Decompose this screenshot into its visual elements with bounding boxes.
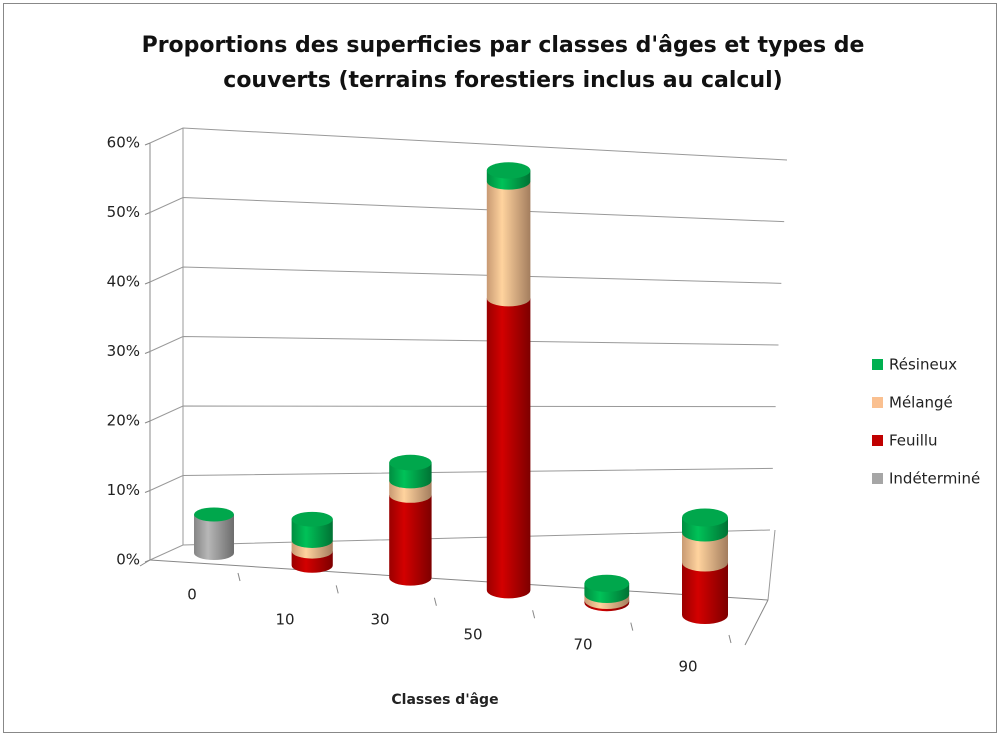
y-tick xyxy=(144,490,151,493)
legend-swatch xyxy=(872,359,883,370)
y-tick xyxy=(144,281,151,285)
legend-label: Résineux xyxy=(889,356,957,374)
y-tick xyxy=(144,212,151,215)
x-tick-label: 0 xyxy=(187,586,197,604)
bar-cap xyxy=(682,508,728,527)
y-tick xyxy=(144,351,151,354)
x-tick-label: 30 xyxy=(370,611,389,629)
y-tick xyxy=(144,420,151,424)
bar-segment xyxy=(291,519,333,548)
y-tick xyxy=(144,142,151,146)
x-tick-label: 70 xyxy=(573,636,592,654)
bar-segment xyxy=(389,495,432,586)
bar-cap xyxy=(291,511,333,527)
chart-title: Proportions des superficies par classes … xyxy=(141,33,865,93)
grid-line xyxy=(149,266,782,284)
grid-line xyxy=(149,335,779,352)
bar-cap xyxy=(194,507,234,522)
bar-cap xyxy=(584,574,630,592)
bar-segment xyxy=(682,532,728,572)
floor-edge xyxy=(149,559,769,601)
y-tick-label: 20% xyxy=(107,412,140,430)
legend-swatch xyxy=(872,397,883,408)
y-tick-label: 30% xyxy=(107,342,140,360)
y-tick-label: 40% xyxy=(107,273,140,291)
x-tick xyxy=(433,597,437,606)
x-tick xyxy=(532,610,536,619)
x-tick xyxy=(237,572,241,582)
floor-edge xyxy=(139,559,151,567)
grid-line xyxy=(149,127,788,161)
grid-line xyxy=(149,405,776,422)
x-tick xyxy=(728,634,732,644)
legend-swatch xyxy=(872,435,883,446)
grid-line xyxy=(149,467,773,491)
x-tick-label: 50 xyxy=(463,626,482,644)
x-tick-label: 90 xyxy=(678,658,697,676)
y-tick-label: 60% xyxy=(107,134,140,152)
legend-label: Indéterminé xyxy=(889,470,980,488)
grid-line xyxy=(149,529,771,561)
bar-segment xyxy=(486,298,531,599)
bar-segment xyxy=(194,514,234,560)
legend-label: Feuillu xyxy=(889,432,938,450)
x-tick-label: 10 xyxy=(275,611,294,629)
grid-line xyxy=(149,196,785,223)
x-tick xyxy=(335,585,339,594)
floor-edge xyxy=(767,529,776,601)
y-tick-label: 0% xyxy=(116,551,140,569)
bar-cap xyxy=(486,162,531,179)
x-tick xyxy=(630,622,634,631)
bar-cap xyxy=(389,454,432,471)
y-tick-label: 50% xyxy=(107,203,140,221)
floor-edge xyxy=(744,599,769,646)
x-axis-label: Classes d'âge xyxy=(391,692,498,708)
y-tick-label: 10% xyxy=(107,481,140,499)
bar-segment xyxy=(486,181,531,307)
legend-swatch xyxy=(872,473,883,484)
bar-segment xyxy=(682,562,728,624)
legend-label: Mélangé xyxy=(889,394,953,412)
